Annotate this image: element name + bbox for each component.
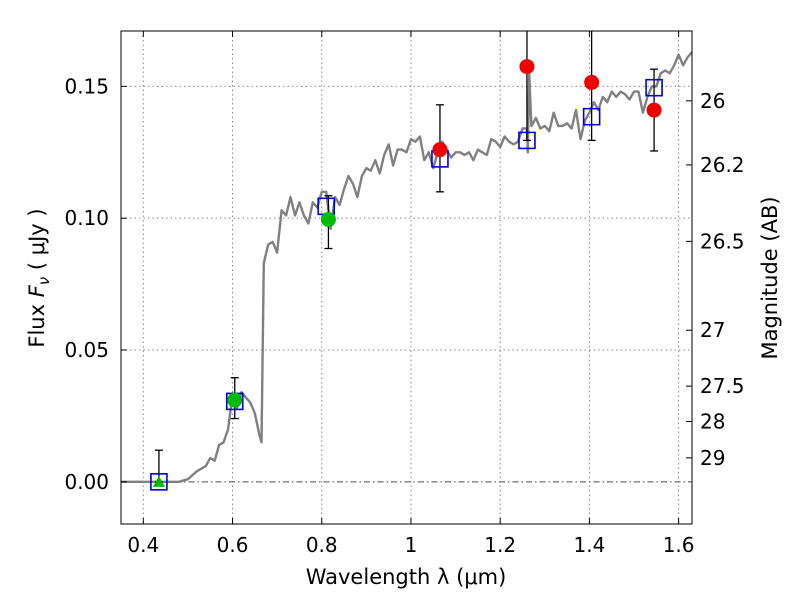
grid: [121, 31, 692, 524]
y-axis-label: Flux Fν ( μJy ): [25, 208, 53, 347]
markers: [150, 59, 663, 491]
y-tick-label: 0.15: [64, 74, 109, 98]
magnitude-tick-label: 26.2: [700, 153, 745, 177]
green-observed-point: [227, 392, 243, 408]
y-tick-label: 0.00: [64, 470, 109, 494]
magnitude-tick-label: 27.5: [700, 374, 745, 398]
magnitude-tick-label: 29: [700, 446, 725, 470]
y-axis-label-prefix: Flux: [25, 297, 49, 347]
magnitude-tick-label: 28: [700, 409, 725, 433]
red-observed-point: [432, 142, 448, 158]
plot-frame: [120, 30, 693, 525]
magnitude-axis-label: Magnitude (AB): [758, 196, 782, 359]
y-axis-label-symbol: F: [25, 284, 49, 297]
x-tick-label: 1.2: [484, 533, 516, 557]
model-photometry-square: [518, 131, 536, 150]
x-tick-label: 1.4: [573, 533, 605, 557]
plot-background: [121, 31, 692, 524]
x-tick-label: 0.6: [217, 533, 249, 557]
magnitude-tick-label: 26.5: [700, 229, 745, 253]
red-observed-point: [584, 74, 600, 90]
y-tick-label: 0.10: [64, 206, 109, 230]
model-photometry-square: [582, 107, 601, 126]
y-axis-label-unit: ( μJy ): [25, 208, 49, 276]
y-axis-label-subscript: ν: [35, 277, 53, 285]
model-photometry-square: [645, 78, 663, 97]
x-axis-label: Wavelength λ (μm): [306, 565, 507, 589]
magnitude-tick-label: 26: [700, 89, 725, 113]
axis-ticks: 0.4 0.6 0.8 1 1.2 1.4 1.6 0.00 0.05 0.10 0.15 26 26.…: [64, 31, 745, 557]
x-tick-label: 0.4: [127, 533, 159, 557]
y-tick-label: 0.05: [64, 338, 109, 362]
green-upper-limit-triangle: [152, 475, 165, 487]
green-observed-point: [320, 212, 336, 227]
x-tick-label: 1: [405, 533, 418, 557]
x-tick-label: 1.6: [663, 533, 695, 557]
model-photometry-square: [150, 473, 168, 491]
x-tick-label: 0.8: [306, 533, 338, 557]
red-observed-point: [519, 59, 535, 75]
red-observed-point: [646, 102, 662, 118]
magnitude-tick-label: 27: [700, 318, 725, 342]
